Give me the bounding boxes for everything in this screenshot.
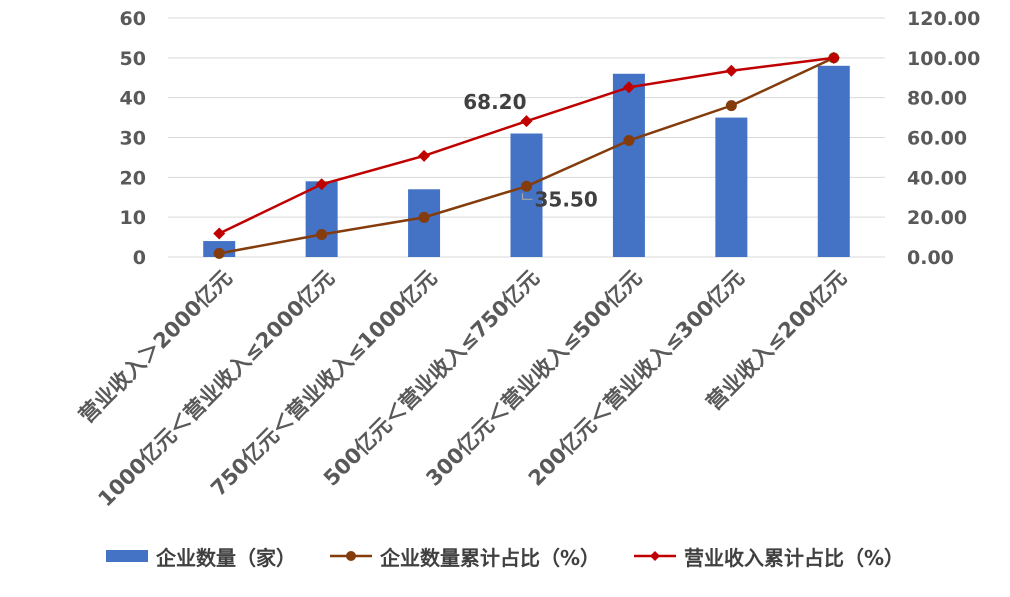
- point-marker: [520, 115, 533, 128]
- data-labels: 68.20 35.50: [463, 90, 598, 211]
- category-labels: 营业收入＞2000亿元1000亿元＜营业收入≤2000亿元750亿元＜营业收入≤…: [75, 266, 852, 512]
- bar-series: [203, 65, 850, 258]
- legend-item-count-cumulative: 企业数量累计占比（%）: [329, 542, 600, 571]
- line-series: [213, 51, 840, 259]
- legend-item-revenue-cumulative: 营业收入累计占比（%）: [634, 542, 904, 571]
- legend-swatch-bar: [105, 550, 148, 562]
- point-marker: [316, 228, 328, 240]
- point-marker: [622, 81, 635, 94]
- legend-label: 企业数量累计占比（%）: [379, 545, 600, 570]
- point-marker: [315, 178, 328, 191]
- point-marker: [725, 100, 737, 112]
- point-marker: [213, 227, 226, 240]
- point-marker: [623, 134, 635, 146]
- bar: [510, 133, 543, 257]
- right-tick-label: 100.00: [907, 48, 980, 70]
- category-label: 500亿元＜营业收入≤750亿元: [319, 266, 544, 491]
- right-axis: 0.00 20.00 40.00 60.00 80.00 100.00 120.00: [907, 8, 980, 269]
- leader-line: [521, 193, 533, 200]
- left-tick-label: 10: [120, 207, 146, 229]
- right-tick-label: 40.00: [907, 167, 967, 189]
- right-tick-label: 80.00: [907, 88, 967, 110]
- point-marker: [213, 247, 225, 259]
- legend-swatch-line-diamond: [634, 551, 676, 561]
- bar: [715, 117, 748, 257]
- point-marker: [725, 64, 738, 77]
- point-marker: [521, 180, 532, 192]
- right-tick-label: 120.00: [907, 8, 980, 30]
- left-tick-label: 50: [120, 48, 146, 70]
- legend-label: 企业数量（家）: [155, 545, 296, 570]
- left-tick-label: 60: [120, 8, 146, 30]
- data-label: 35.50: [535, 187, 598, 211]
- bar: [612, 73, 645, 258]
- combo-chart: 0 10 20 30 40 50 60 0.00 20.00 40.00 60.00 80.00 10…: [75, 8, 981, 512]
- legend-swatch-line-circle: [329, 551, 372, 561]
- right-tick-label: 60.00: [907, 128, 967, 150]
- category-label: 300亿元＜营业收入≤500亿元: [421, 266, 646, 491]
- point-marker: [418, 149, 431, 162]
- legend: 企业数量（家） 企业数量累计占比（%） 营业收入累计占比（%）: [0, 538, 1010, 574]
- data-label: 68.20: [463, 90, 526, 114]
- right-tick-label: 0.00: [907, 247, 954, 269]
- point-marker: [418, 211, 430, 223]
- bar: [817, 65, 850, 257]
- bar: [305, 181, 338, 257]
- bar: [408, 189, 441, 257]
- legend-item-bar: 企业数量（家）: [105, 542, 296, 571]
- left-tick-label: 30: [120, 128, 146, 150]
- legend-label: 营业收入累计占比（%）: [684, 545, 905, 570]
- category-label: 200亿元＜营业收入≤300亿元: [524, 266, 749, 491]
- left-tick-label: 40: [120, 88, 146, 110]
- point-marker: [827, 51, 840, 64]
- left-tick-label: 20: [120, 167, 146, 189]
- left-tick-label: 0: [133, 247, 146, 269]
- category-label: 750亿元＜营业收入≤1000亿元: [206, 266, 441, 501]
- left-axis: 0 10 20 30 40 50 60: [120, 8, 146, 269]
- right-tick-label: 20.00: [907, 207, 967, 229]
